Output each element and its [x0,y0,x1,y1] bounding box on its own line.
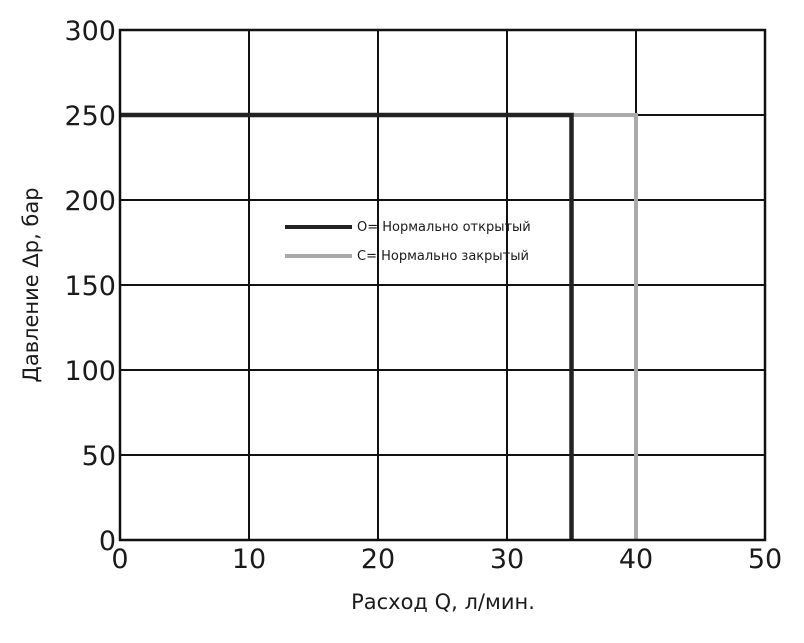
series-line-0 [120,112,574,540]
y-tick-label-150: 150 [64,271,116,302]
x-axis-ticks: 0 10 20 30 40 50 [111,544,782,575]
y-tick-label-100: 100 [64,356,116,387]
y-tick-label-0: 0 [99,526,116,557]
x-tick-label-20: 20 [361,544,395,575]
y-tick-label-250: 250 [64,101,116,132]
x-tick-label-30: 30 [490,544,524,575]
legend-label-normally-open: O= Нормально открытый [357,220,531,235]
series-lines [120,112,638,540]
grid [119,29,766,541]
y-tick-label-300: 300 [64,16,116,47]
plot-frame [118,28,767,542]
y-tick-label-50: 50 [82,441,116,472]
x-tick-label-50: 50 [748,544,782,575]
legend: O= Нормально открытый C= Нормально закры… [285,220,531,264]
y-axis-label: Давление Δp, бар [19,187,43,382]
y-axis-ticks: 0 50 100 150 200 250 300 [64,16,116,557]
x-tick-label-0: 0 [111,544,128,575]
x-tick-label-40: 40 [619,544,653,575]
y-tick-label-200: 200 [64,186,116,217]
legend-label-normally-closed: C= Нормально закрытый [357,249,529,264]
x-axis-label: Расход Q, л/мин. [351,590,535,614]
x-tick-label-10: 10 [232,544,266,575]
